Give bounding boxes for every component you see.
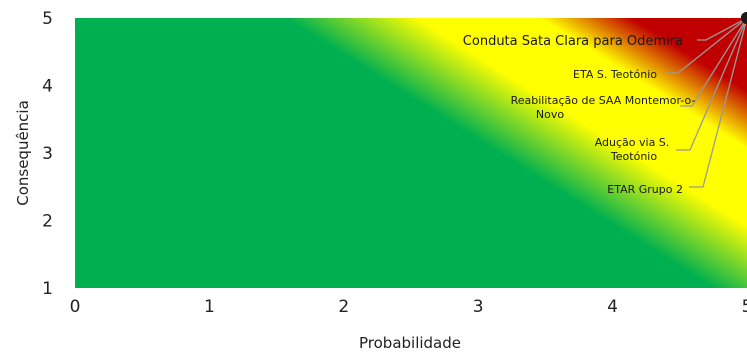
- y-axis-label: Consequência: [14, 100, 32, 206]
- plot-background-gradient: [75, 18, 747, 288]
- point-label: ETA S. Teotónio: [573, 68, 657, 81]
- point-label: Reabilitação de SAA Montemor-o-Novo: [511, 94, 696, 121]
- y-tick-label: 2: [42, 212, 53, 232]
- x-tick-label: 5: [742, 297, 747, 317]
- y-tick-label: 1: [42, 279, 53, 299]
- x-axis-ticks: 0 1 2 3 4 5: [70, 297, 747, 317]
- y-tick-label: 3: [42, 144, 53, 164]
- x-tick-label: 1: [204, 297, 215, 317]
- y-tick-label: 5: [42, 9, 53, 29]
- data-point: [741, 12, 747, 24]
- leader-line: [666, 18, 747, 74]
- leader-line: [689, 18, 747, 188]
- leader-line: [676, 18, 747, 151]
- data-points: [741, 12, 747, 24]
- y-axis-ticks: 1 2 3 4 5: [42, 9, 53, 299]
- y-tick-label: 4: [42, 77, 53, 97]
- x-tick-label: 3: [473, 297, 484, 317]
- x-axis-label: Probabilidade: [359, 334, 461, 352]
- x-tick-label: 4: [607, 297, 618, 317]
- x-tick-label: 0: [70, 297, 81, 317]
- leader-line: [680, 18, 747, 107]
- annotation-leader-lines: [666, 18, 747, 188]
- x-tick-label: 2: [338, 297, 349, 317]
- leader-line: [697, 18, 747, 41]
- point-label: Adução via S. Teotónio: [595, 136, 670, 163]
- point-label: Conduta Sata Clara para Odemira: [463, 34, 683, 49]
- point-label: ETAR Grupo 2: [607, 183, 683, 196]
- annotation-labels: Conduta Sata Clara para Odemira ETA S. Te…: [463, 34, 696, 196]
